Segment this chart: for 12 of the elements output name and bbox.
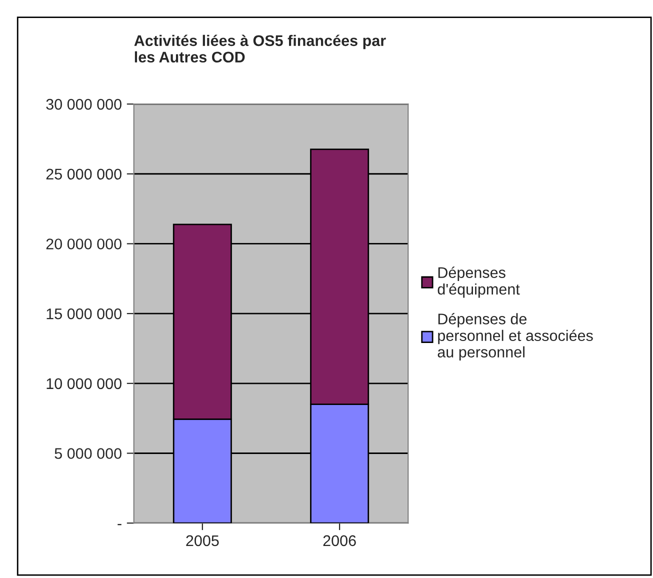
y-tick-label: 30 000 000 bbox=[46, 98, 122, 110]
x-tick-label: 2005 bbox=[186, 535, 219, 546]
y-tick-label: 10 000 000 bbox=[46, 378, 122, 390]
y-tick-label: 25 000 000 bbox=[46, 168, 122, 180]
x-tick-label: 2006 bbox=[323, 535, 356, 546]
chart-title: Activités liées à OS5 financées par les Autres COD bbox=[134, 34, 386, 63]
legend-label: Dépenses d'équipment bbox=[438, 266, 520, 298]
y-tick-label: 15 000 000 bbox=[46, 308, 122, 320]
y-tick-label: 5 000 000 bbox=[54, 448, 122, 459]
y-tick-label: 20 000 000 bbox=[46, 238, 122, 250]
legend-label: Dépenses de personnel et associées au personnel bbox=[438, 312, 593, 361]
y-tick-label: - bbox=[118, 524, 122, 526]
